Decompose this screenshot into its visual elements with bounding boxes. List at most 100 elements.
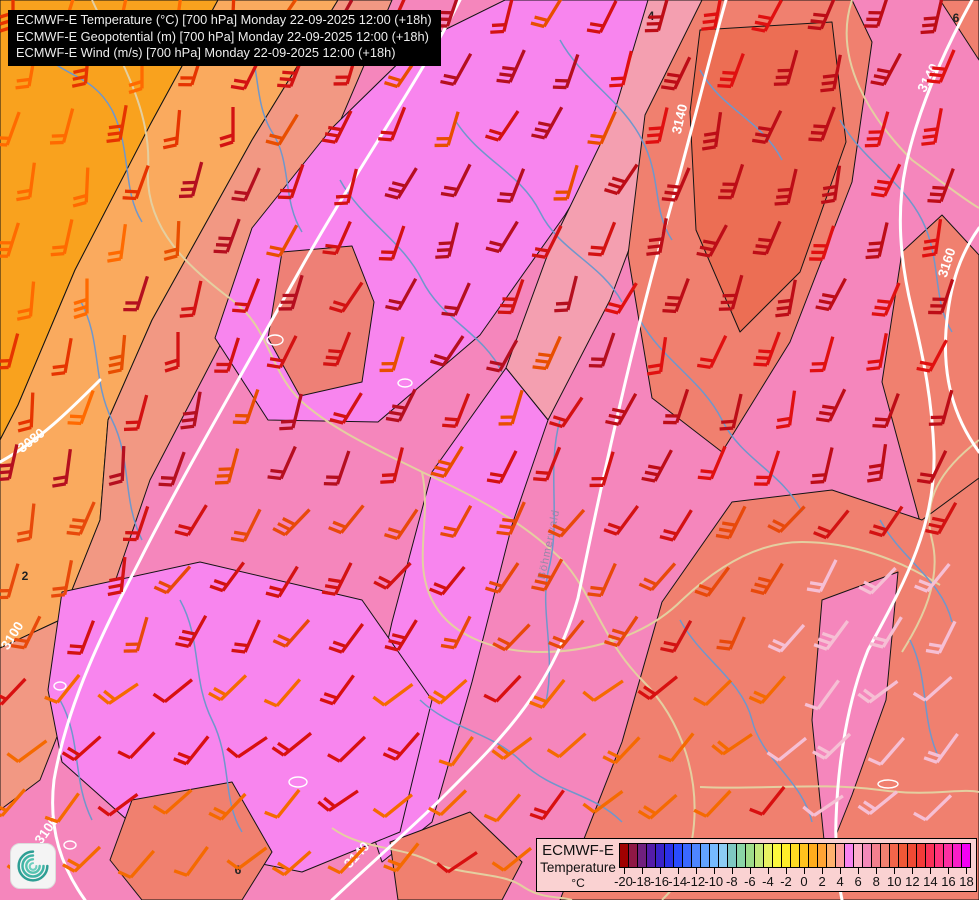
wind-barb-feather [213,686,227,697]
wind-barb-feather [548,421,563,429]
wind-barb-feather [497,310,512,315]
wind-barb [637,793,678,820]
wind-barb [644,0,670,33]
geopotential-contour-3160 [944,226,979,454]
wind-barb-shaft [816,679,840,710]
wind-barb-feather [72,200,87,208]
wind-barb-feather [388,187,403,194]
wind-barb-feather [812,750,826,760]
wind-barb [921,218,943,258]
wind-barb [752,220,782,256]
wind-barb-feather [178,524,193,531]
wind-barb [767,623,806,653]
wind-barb [486,450,518,484]
wind-barb-feather [280,188,294,193]
legend-tick-label: 16 [941,874,956,889]
temperature-contour-label: 6 [235,863,242,877]
legend-tick-label: -12 [686,874,706,889]
wind-barb [693,789,732,818]
wind-barb [587,110,617,146]
wind-barb-feather [0,136,10,141]
wind-barb [97,792,139,817]
wind-barb-feather [663,78,678,85]
wind-barb [867,736,906,766]
wind-barb-feather [867,359,882,365]
wind-barb-feather [667,295,682,300]
wind-barb-feather [812,473,826,478]
wind-barb [546,732,587,759]
legend-unit: °C [571,876,585,890]
wind-barb [174,504,208,537]
wind-barb-feather [333,412,348,419]
wind-barb-feather [555,190,570,194]
wind-barb-feather [647,244,662,250]
wind-barb [696,335,728,369]
wind-barb-feather [912,691,927,702]
wind-barb-feather [321,138,336,144]
wind-barb-feather [277,861,291,872]
legend-tick [695,868,697,874]
wind-barb [484,110,520,142]
wind-barb-feather [665,414,679,418]
wind-barb [17,392,35,433]
wind-barb-feather [128,79,143,88]
wind-barb-feather [271,866,286,877]
wind-barb-feather [857,692,871,704]
wind-barb-shaft [164,788,193,815]
wind-barb-feather [802,805,815,817]
legend-tick-label: -2 [780,874,792,889]
legend-color-segment [800,844,809,867]
wind-barb [272,508,311,537]
wind-barb-feather [610,76,625,81]
wind-barb-feather [277,195,292,200]
temperature-legend: ECMWF-E Temperature °C -20 -18 -16 -14 -12 -1… [536,838,977,892]
wind-barb [372,682,414,707]
wind-barb [164,332,180,373]
wind-barb-feather [388,298,403,305]
wind-barb [809,336,835,373]
geopotential-contour-3100 [51,0,462,900]
wind-barb-shaft [812,794,844,817]
wind-barb-feather [644,470,659,477]
wind-barb-feather [17,418,32,426]
wind-barb [153,565,192,595]
wind-barb [582,679,624,702]
legend-tick-label: -18 [632,874,651,889]
legend-color-segment [962,844,970,867]
wind-barb-feather [868,530,883,538]
wind-barb [921,108,943,146]
wind-barb-feather [497,637,511,647]
wind-barb-feather [864,143,879,148]
wind-barb [926,49,956,84]
wind-barb [178,161,204,199]
wind-barb [662,278,690,314]
wind-barb [810,447,834,485]
wind-barb-feather [866,477,881,483]
wind-barb-feather [602,755,617,765]
wind-barb [531,558,564,592]
wind-barb [604,282,638,315]
wind-barb-feather [280,419,295,424]
wind-barb-shaft [592,679,624,702]
legend-color-segment [809,844,818,867]
legend-model-name: ECMWF-E [542,842,614,859]
wind-barb [441,282,471,317]
wind-barb [602,736,641,765]
wind-barb-feather [721,419,735,424]
wind-barb-feather [269,245,284,252]
wind-barb-feather [0,241,13,245]
wind-barb-feather [821,191,836,198]
wind-barb [71,48,91,88]
legend-tick-label: 6 [854,874,862,889]
wind-barb-feather [553,197,568,201]
legend-tick [731,868,733,874]
temperature-contour-label: 2 [22,569,29,583]
wind-barb-feather [921,141,936,146]
wind-barb [438,735,474,767]
wind-barb-feather [529,812,544,821]
wind-barb-shaft [495,674,522,703]
wind-barb-feather [0,595,9,600]
wind-barb-feather [638,582,653,592]
wind-barb [866,333,888,371]
wind-barb [0,222,20,258]
